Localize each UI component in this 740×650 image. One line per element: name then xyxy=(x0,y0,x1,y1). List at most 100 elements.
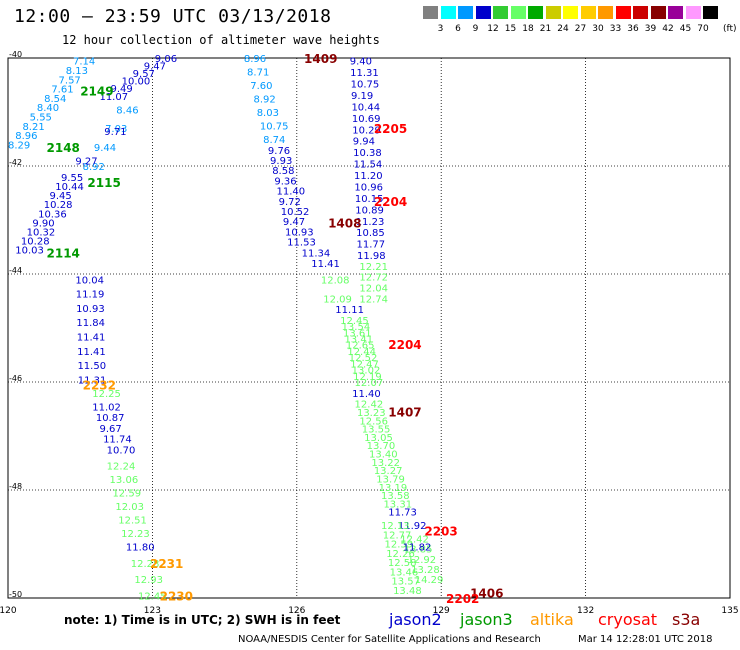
swh-value: 11.54 xyxy=(354,160,383,171)
swh-value: 11.41 xyxy=(311,259,340,270)
swh-value: 11.31 xyxy=(350,68,379,79)
swh-value: 13.22 xyxy=(371,458,400,469)
swh-value: 14.29 xyxy=(415,575,444,586)
colorbar-swatch xyxy=(633,6,648,19)
colorbar-label: 9 xyxy=(472,24,479,34)
generation-timestamp: Mar 14 12:28:01 UTC 2018 xyxy=(578,634,713,645)
swh-value: 9.49 xyxy=(111,84,133,95)
pass-label: 2114 xyxy=(47,246,80,260)
swh-value: 8.13 xyxy=(66,66,88,77)
colorbar-label: 27 xyxy=(574,24,587,34)
swh-value: 12.21 xyxy=(359,262,388,273)
colorbar-label: 42 xyxy=(662,24,674,34)
swh-value: 12.26 xyxy=(386,549,415,560)
map-grid xyxy=(7,57,731,599)
swh-value: 8.71 xyxy=(247,68,269,79)
swh-value: 13.46 xyxy=(390,567,419,578)
swh-value: 8.92 xyxy=(83,162,105,173)
swh-value: 11.07 xyxy=(99,92,128,103)
swh-value: 12.28 xyxy=(131,559,160,570)
swh-value: 13.57 xyxy=(391,577,420,588)
swh-value: 11.31 xyxy=(78,375,107,386)
swh-value: 11.02 xyxy=(92,402,121,413)
pass-label: 1408 xyxy=(328,217,361,231)
swh-value: 9.19 xyxy=(351,91,373,102)
map-axis-ticks: 120 123 126 129 132 135 -40 -42 -44 -46 -48 -50 xyxy=(0,50,739,616)
swh-value: 9.40 xyxy=(350,57,372,68)
lon-tick-label: 135 xyxy=(721,606,738,616)
swh-value: 9.55 xyxy=(61,173,83,184)
swh-value: 10.87 xyxy=(96,413,125,424)
colorbar-swatch xyxy=(510,6,526,19)
lat-tick-label: -44 xyxy=(9,266,22,275)
swh-value: 10.75 xyxy=(260,122,289,133)
colorbar-swatch xyxy=(545,6,561,19)
swh-value: 9.27 xyxy=(75,157,97,168)
swh-value: 12.24 xyxy=(107,462,136,473)
swh-value: 12.45 xyxy=(138,591,167,602)
swh-value: 13.41 xyxy=(344,335,373,346)
lat-tick-label: -50 xyxy=(9,590,22,599)
swh-value: 10.69 xyxy=(352,114,381,125)
swh-value: 11.80 xyxy=(126,543,155,554)
swh-value: 8.54 xyxy=(44,94,66,105)
swh-value: 12.72 xyxy=(359,273,388,284)
swh-value: 12.93 xyxy=(134,575,163,586)
lon-tick-label: 123 xyxy=(144,606,161,616)
swh-value: 10.00 xyxy=(122,77,151,88)
page-subtitle: 12 hour collection of altimeter wave hei… xyxy=(62,33,380,47)
swh-value: 13.23 xyxy=(357,408,386,419)
swh-value: 12.04 xyxy=(359,284,388,295)
colorbar-label: 18 xyxy=(522,24,534,34)
pass-label: 2204 xyxy=(388,338,421,352)
swh-value: 9.06 xyxy=(155,54,177,65)
swh-value: 10.32 xyxy=(27,227,56,238)
swh-value: 13.70 xyxy=(367,441,396,452)
swh-value: 13.19 xyxy=(379,483,408,494)
swh-value: 11.23 xyxy=(356,217,385,228)
swh-value: 9.71 xyxy=(104,127,126,138)
pass-label: 1406 xyxy=(470,587,503,601)
swh-value: 12.19 xyxy=(353,372,382,383)
colorbar-label: 12 xyxy=(487,24,499,34)
swh-value: 12.03 xyxy=(115,502,144,513)
swh-value: 11.41 xyxy=(77,332,106,343)
swh-value: 10.96 xyxy=(354,182,383,193)
swh-value: 9.57 xyxy=(133,69,155,80)
colorbar-label: 3 xyxy=(437,24,444,34)
swh-value: 10.85 xyxy=(356,228,385,239)
swh-value: 11.40 xyxy=(276,187,305,198)
cycle-labels: 1409 2149 2205 2148 2115 2204 1408 2114 2204 2232… xyxy=(47,52,504,606)
swh-value: 12.77 xyxy=(383,530,412,541)
lon-tick-label: 126 xyxy=(288,606,305,616)
swh-value: 9.67 xyxy=(99,424,121,435)
pass-label: 2203 xyxy=(424,525,457,539)
swh-value: 9.94 xyxy=(353,137,375,148)
swh-value: 13.02 xyxy=(352,366,381,377)
swh-value: 9.36 xyxy=(274,176,296,187)
colorbar-swatch xyxy=(703,6,718,19)
satellite-legend-altika: altika xyxy=(530,610,574,629)
swh-value: 10.36 xyxy=(38,209,67,220)
swh-value: 9.72 xyxy=(279,197,301,208)
satellite-legend-cryosat: cryosat xyxy=(598,610,658,629)
satellite-legend-jason2: jason2 xyxy=(389,610,442,629)
colorbar-label: 6 xyxy=(455,24,461,34)
colorbar-label: 30 xyxy=(592,24,604,34)
swh-value: 12.58 xyxy=(388,558,417,569)
swh-value: 10.75 xyxy=(351,80,380,91)
swh-value: 13.05 xyxy=(364,433,393,444)
swh-value: 12.08 xyxy=(321,275,350,286)
swh-value: 10.93 xyxy=(285,227,314,238)
swh-value: 11.19 xyxy=(76,290,105,301)
colorbar-swatch xyxy=(580,6,596,19)
swh-value: 8.21 xyxy=(22,122,44,133)
swh-value: 13.61 xyxy=(343,328,372,339)
colorbar-label: 21 xyxy=(539,24,552,34)
swh-value: 13.58 xyxy=(381,491,410,502)
pass-label: 2231 xyxy=(150,557,183,571)
swh-value: 12.13 xyxy=(381,521,410,532)
swh-value: 7.57 xyxy=(59,75,81,86)
swh-value: 11.92 xyxy=(398,521,427,532)
